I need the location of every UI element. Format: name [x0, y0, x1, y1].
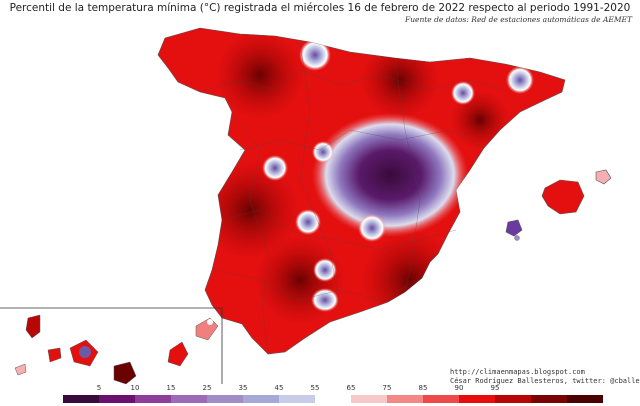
- color-scale-tick-label: 15: [166, 384, 176, 392]
- color-scale-segment: [423, 395, 459, 403]
- data-source: Fuente de datos: Red de estaciones autom…: [404, 15, 632, 24]
- color-scale-tick-label: 35: [238, 384, 248, 392]
- color-scale-segment: [135, 395, 171, 403]
- color-scale-segment: [63, 395, 99, 403]
- balearic-islands: [505, 169, 612, 241]
- color-scale-tick-label: 45: [274, 384, 284, 392]
- iberian-peninsula: [157, 27, 566, 355]
- color-scale-segment: [495, 395, 531, 403]
- color-scale-segment: [531, 395, 567, 403]
- color-scale-segment: [243, 395, 279, 403]
- inset-frame: [0, 307, 223, 384]
- color-scale-segment: [567, 395, 603, 403]
- color-scale-tick-label: 5: [96, 384, 102, 392]
- color-scale-tick-label: 55: [310, 384, 320, 392]
- province-borders: [199, 41, 506, 355]
- color-scale-tick-label: 90: [454, 384, 464, 392]
- color-scale-segment: [459, 395, 495, 403]
- credit-author: César Rodríguez Ballesteros, twitter: @c…: [450, 377, 640, 385]
- credit-url: http://climaenmapas.blogspot.com: [450, 368, 585, 376]
- color-scale-tick-label: 75: [382, 384, 392, 392]
- color-scale-tick-label: 25: [202, 384, 212, 392]
- color-scale-segment: [351, 395, 387, 403]
- color-scale-tick-label: 10: [130, 384, 140, 392]
- color-scale-segment: [171, 395, 207, 403]
- color-scale-segment: [315, 395, 351, 403]
- color-scale-bar: [63, 395, 603, 403]
- color-scale-segment: [207, 395, 243, 403]
- color-scale-tick-label: 95: [490, 384, 500, 392]
- map-title: Percentil de la temperatura mínima (°C) …: [9, 2, 631, 14]
- color-scale-segment: [279, 395, 315, 403]
- color-scale-segment: [99, 395, 135, 403]
- color-scale-tick-label: 65: [346, 384, 356, 392]
- canary-islands-inset: [0, 307, 223, 385]
- color-scale-segment: [387, 395, 423, 403]
- color-scale-tick-label: 85: [418, 384, 428, 392]
